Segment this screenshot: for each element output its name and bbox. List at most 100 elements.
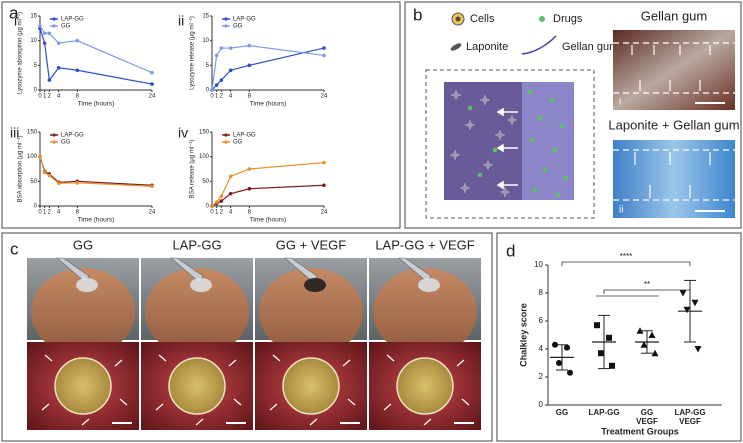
x-tick-label: 8 [248, 94, 252, 100]
legend-swatch [52, 24, 56, 28]
arrow [383, 403, 392, 411]
subplot-label: iii [10, 125, 19, 141]
y-tick-label: 150 [27, 130, 38, 136]
panel-letter: c [10, 239, 19, 258]
arrow [461, 398, 470, 406]
y-tick-label: 150 [199, 130, 210, 136]
column-header: GG [73, 237, 93, 252]
arrows [496, 107, 518, 190]
data-point [247, 43, 252, 48]
arrow [456, 359, 465, 367]
cell [497, 184, 513, 200]
data-point [219, 46, 224, 50]
arrow [342, 359, 351, 367]
subplot-label: ii [178, 13, 184, 29]
legend-label: GG [233, 24, 243, 30]
photo-markup [613, 149, 735, 212]
schematic-frame [425, 69, 595, 219]
schematic-legend: Cells Drugs Laponite Gellan gum [450, 12, 618, 55]
legend-label: GG [233, 140, 243, 146]
data-point [651, 349, 659, 357]
data-point [214, 53, 219, 58]
significance-label: ** [644, 280, 650, 289]
data-point [42, 41, 47, 45]
legend-label: GG [61, 24, 71, 30]
x-tick-label: 1 [215, 210, 219, 216]
arrow [114, 359, 123, 367]
x-tick-label: 4 [229, 94, 233, 100]
data-point [322, 46, 326, 50]
legend-swatch [224, 17, 228, 21]
cell [504, 112, 520, 128]
column-header: GG + VEGF [276, 237, 346, 252]
legend-label: LAP-GG [233, 133, 256, 139]
photo-grid: GG LAP-GG GG + VEGF LAP-GG + VEGF [27, 237, 481, 430]
y-axis-label: BSA release (µg ml⁻¹) [190, 140, 196, 199]
y-tick-label: 0 [34, 204, 38, 210]
x-tick-label: 8 [76, 210, 80, 216]
drug [527, 89, 533, 95]
x-tick-label: GG [556, 408, 568, 417]
cell [457, 180, 473, 196]
data-point [150, 70, 154, 75]
data-point [42, 170, 47, 175]
data-point [219, 78, 224, 82]
x-tick-label: 0 [38, 94, 42, 100]
arrow [158, 354, 167, 362]
arrow [269, 403, 278, 411]
data-point [691, 299, 699, 307]
x-tick-label: 1 [43, 210, 47, 216]
y-tick-label: 100 [199, 154, 210, 160]
data-point [75, 181, 80, 185]
data-point [75, 38, 80, 43]
data-point [228, 174, 233, 179]
x-tick-label: 24 [321, 210, 328, 216]
gel-disc [396, 357, 454, 415]
data-point [38, 24, 42, 28]
legend-swatch [52, 17, 56, 21]
y-tick-label: 15 [30, 14, 37, 20]
arrow [195, 418, 204, 426]
x-axis-label: Time (hours) [250, 101, 287, 108]
x-axis-label: Time (hours) [78, 101, 115, 108]
drug [532, 187, 538, 193]
x-axis-label: Treatment Groups [601, 426, 679, 436]
photo-title: Laponite + Gellan gum [608, 117, 739, 132]
arrow [272, 354, 281, 362]
photo [613, 30, 735, 110]
series-line [211, 47, 325, 91]
series-line [211, 184, 325, 207]
y-tick-label: 5 [206, 63, 210, 69]
arrow [41, 403, 50, 411]
drug [529, 137, 535, 143]
photo-title: Gellan gum [641, 8, 707, 23]
drug [559, 123, 565, 129]
x-tick-label: 8 [248, 210, 252, 216]
x-tick-label: 8 [76, 94, 80, 100]
column-header: LAP-GG [172, 237, 221, 252]
data-point [556, 360, 562, 366]
x-tick-label: GG [641, 408, 653, 417]
data-point [214, 200, 219, 204]
gel-drop [190, 278, 212, 292]
drug [552, 147, 558, 153]
cells [447, 87, 569, 200]
drug [549, 97, 555, 103]
cell [448, 87, 464, 103]
release-region [522, 82, 574, 200]
arrow [228, 359, 237, 367]
x-axis-label: Time (hours) [250, 217, 287, 224]
data-point [210, 204, 214, 208]
x-tick-label: 24 [149, 94, 156, 100]
egg [259, 268, 363, 356]
forceps [284, 257, 318, 283]
forceps [170, 257, 204, 283]
arrow [233, 398, 242, 406]
cell [447, 147, 463, 163]
legend-label: LAP-GG [61, 133, 84, 139]
data-point [636, 327, 644, 334]
photo [613, 140, 735, 218]
significance-bracket [603, 289, 691, 294]
y-tick-label: 4 [539, 344, 544, 353]
gel-drop [304, 278, 326, 292]
